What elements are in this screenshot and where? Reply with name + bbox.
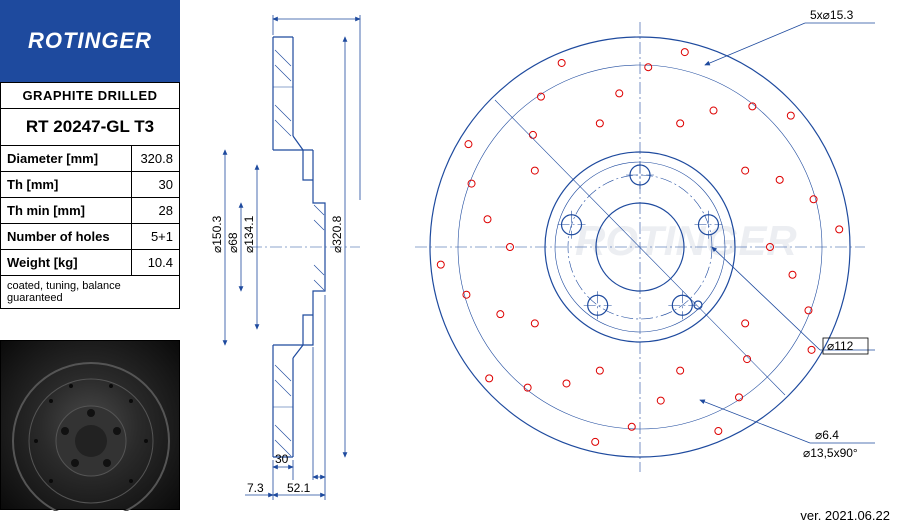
watermark: ROTINGER xyxy=(575,217,797,264)
spec-value: 28 xyxy=(132,198,180,224)
dim-d150: ⌀150.3 xyxy=(210,215,224,253)
dim-112: ⌀112 xyxy=(827,339,854,353)
dim-chamfer: ⌀13,5x90° xyxy=(803,446,858,460)
spec-label: Weight [kg] xyxy=(1,250,132,276)
spec-header: GRAPHITE DRILLED xyxy=(1,83,180,109)
spec-value: 30 xyxy=(132,172,180,198)
disc-photo-svg xyxy=(1,341,181,511)
technical-drawing: ROTINGER ⌀150.3 ⌀68 ⌀134 xyxy=(195,5,895,505)
dim-d320: ⌀320.8 xyxy=(330,215,344,253)
spec-value: 10.4 xyxy=(132,250,180,276)
brand-text: ROTINGER xyxy=(28,28,152,54)
part-number: RT 20247-GL T3 xyxy=(1,109,180,146)
brand-logo: ROTINGER xyxy=(0,0,180,82)
spec-label: Number of holes xyxy=(1,224,132,250)
spec-note: coated, tuning, balance guaranteed xyxy=(1,276,180,309)
dim-d68: ⌀68 xyxy=(226,232,240,253)
side-view: ⌀150.3 ⌀68 ⌀134.1 ⌀320.8 30 7.3 52.1 xyxy=(210,15,360,500)
product-photo xyxy=(0,340,180,510)
dim-521: 52.1 xyxy=(287,481,311,495)
version-label: ver. 2021.06.22 xyxy=(800,508,890,523)
dim-bolt: 5x⌀15.3 xyxy=(810,8,854,22)
dim-73: 7.3 xyxy=(247,481,264,495)
spec-table: GRAPHITE DRILLED RT 20247-GL T3 Diameter… xyxy=(0,82,180,309)
spec-label: Diameter [mm] xyxy=(1,146,132,172)
spec-value: 5+1 xyxy=(132,224,180,250)
dim-30: 30 xyxy=(275,452,289,466)
front-view xyxy=(415,22,865,472)
dim-64: ⌀6.4 xyxy=(815,428,839,442)
dim-d134: ⌀134.1 xyxy=(242,215,256,253)
spec-label: Th [mm] xyxy=(1,172,132,198)
spec-label: Th min [mm] xyxy=(1,198,132,224)
spec-value: 320.8 xyxy=(132,146,180,172)
